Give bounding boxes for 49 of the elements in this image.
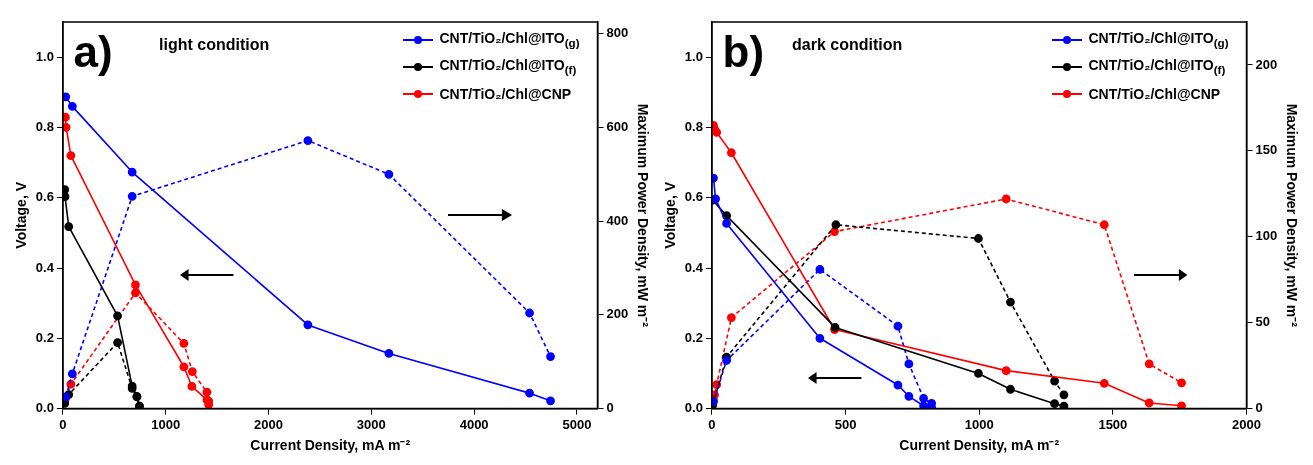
y2-axis-title: Maximum Power Density, mW m⁻²	[1283, 103, 1300, 328]
y-tick-label: 0.2	[684, 329, 703, 345]
y2-tick-label: 0	[1255, 400, 1263, 416]
x-tick-label: 2000	[1232, 416, 1261, 432]
y2-tick-label: 0	[606, 400, 614, 416]
x-tick-label: 1500	[1098, 416, 1128, 432]
legend-label: CNT/TiO₂/Chl@ITO$_{(f)}$	[1088, 57, 1226, 76]
x-tick-label: 2000	[254, 416, 283, 432]
x-tick-label: 500	[834, 416, 857, 432]
x-tick-label: 4000	[459, 416, 489, 432]
legend-label: CNT/TiO₂/Chl@ITO$_{(f)}$	[439, 57, 577, 76]
x-tick-label: 0	[59, 416, 67, 432]
y2-tick-label: 200	[606, 306, 629, 322]
legend-label: CNT/TiO₂/Chl@CNP	[439, 85, 572, 102]
y-tick-label: 0.0	[35, 400, 54, 416]
y-tick-label: 0.4	[684, 259, 704, 275]
x-tick-label: 1000	[964, 416, 994, 432]
y-tick-label: 0.0	[684, 400, 703, 416]
x-axis-title: Current Density, mA m⁻²	[250, 437, 411, 454]
y2-tick-label: 400	[606, 212, 629, 228]
y2-tick-label: 600	[606, 119, 629, 135]
y-tick-label: 0.2	[35, 329, 54, 345]
x-tick-label: 5000	[562, 416, 592, 432]
x-tick-label: 1000	[151, 416, 181, 432]
x-axis-title: Current Density, mA m⁻²	[899, 437, 1060, 454]
y-tick-label: 0.4	[35, 259, 55, 275]
y2-axis-title: Maximum Power Density, mW m⁻²	[634, 103, 651, 328]
y-axis-title: Voltage, V	[13, 181, 30, 249]
legend-label: CNT/TiO₂/Chl@ITO$_{(g)}$	[1088, 30, 1229, 49]
y-tick-label: 0.8	[35, 119, 54, 135]
y-axis-title: Voltage, V	[662, 181, 679, 249]
annotation: light condition	[159, 36, 270, 54]
y2-tick-label: 100	[1255, 228, 1278, 244]
y-tick-label: 0.6	[35, 189, 54, 205]
legend-label: CNT/TiO₂/Chl@CNP	[1088, 85, 1221, 102]
y-tick-label: 0.8	[684, 119, 703, 135]
y2-tick-label: 200	[1255, 56, 1278, 72]
legend-label: CNT/TiO₂/Chl@ITO$_{(g)}$	[439, 30, 580, 49]
annotation: b)	[722, 26, 765, 76]
annotation: a)	[73, 26, 113, 76]
annotation: dark condition	[792, 36, 903, 54]
y-tick-label: 1.0	[684, 48, 703, 64]
x-tick-label: 0	[708, 416, 716, 432]
y2-tick-label: 50	[1255, 314, 1270, 330]
y-tick-label: 0.6	[684, 189, 703, 205]
y-tick-label: 1.0	[35, 48, 54, 64]
y2-tick-label: 150	[1255, 142, 1278, 158]
x-tick-label: 3000	[356, 416, 386, 432]
y2-tick-label: 800	[606, 25, 629, 41]
